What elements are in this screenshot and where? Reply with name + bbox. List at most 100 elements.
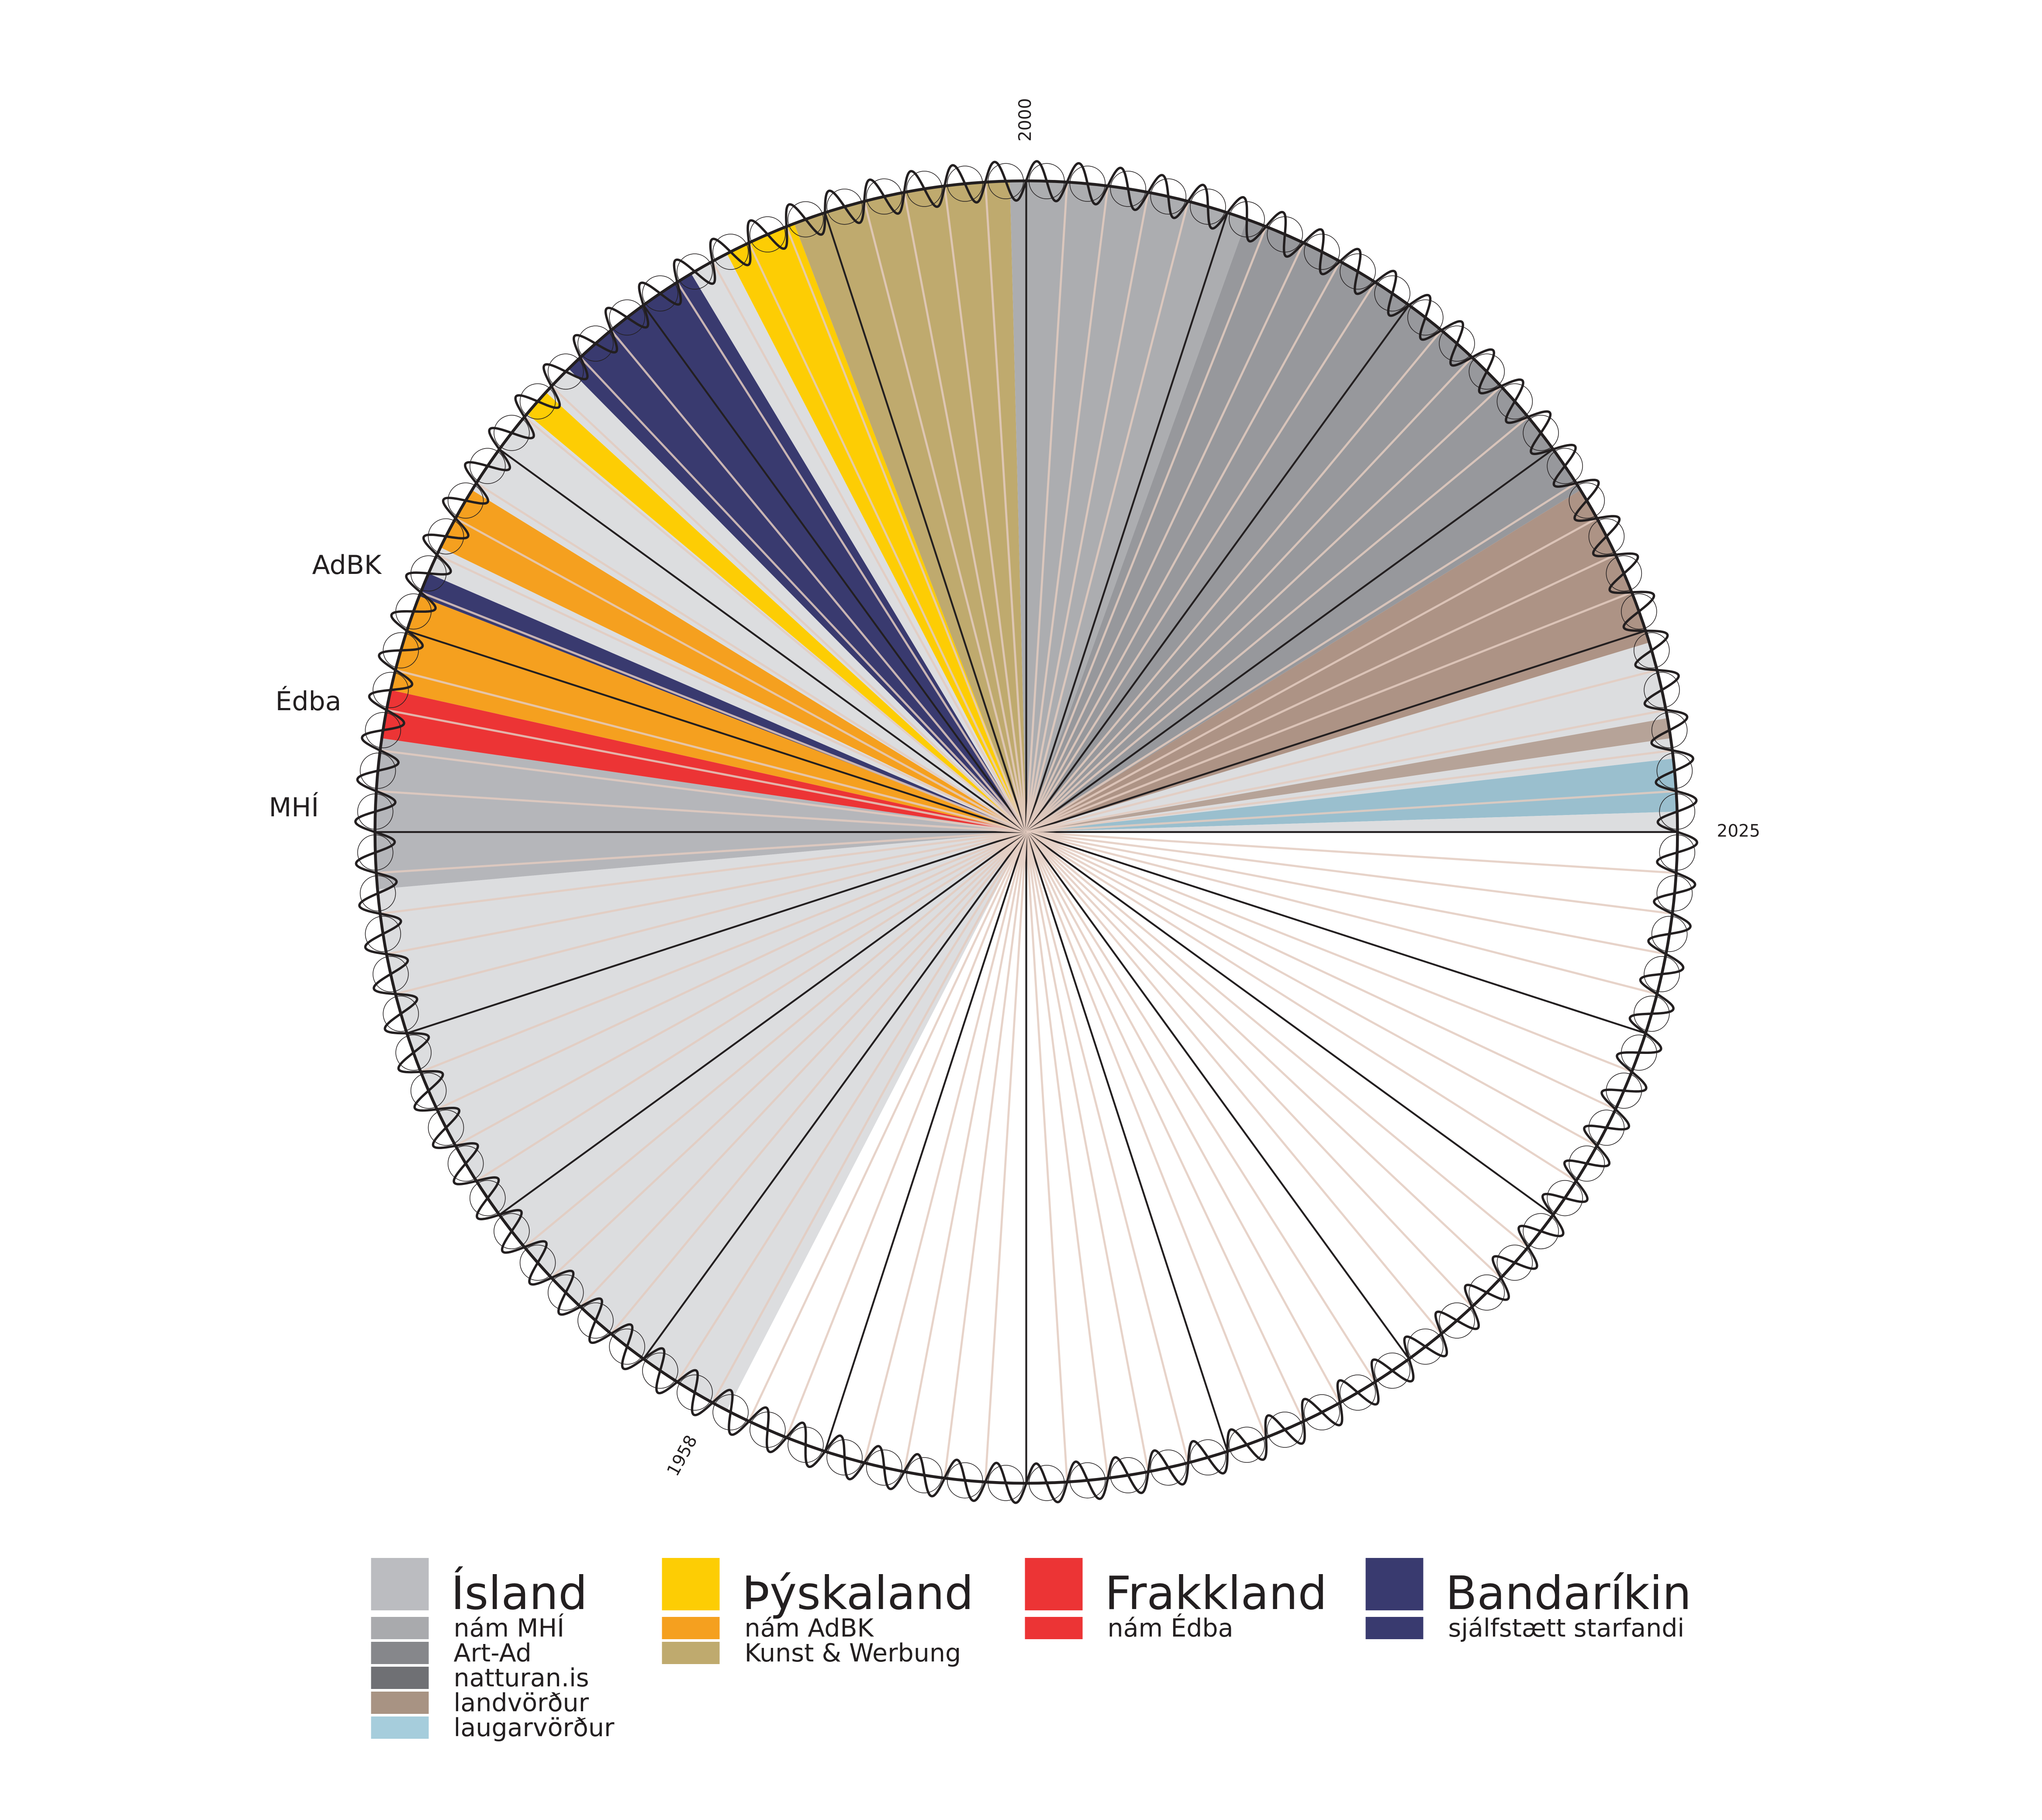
year-spoke (524, 831, 1027, 1248)
year-spoke (395, 831, 1027, 995)
legend-title: Ísland (451, 1566, 587, 1620)
year-ring (1374, 1352, 1410, 1389)
year-ring (1190, 1439, 1226, 1476)
legend-item-swatch (1025, 1617, 1083, 1639)
year-ring (1569, 1145, 1605, 1182)
major-year-spoke (1025, 304, 1410, 833)
year-ring (1267, 1412, 1303, 1448)
year-spoke (1026, 709, 1666, 833)
year-ring (1407, 299, 1444, 336)
year-ring (470, 1180, 506, 1216)
year-spoke (580, 356, 1027, 833)
side-label: AdBK (312, 550, 382, 580)
year-spoke (676, 281, 1027, 833)
major-year-spoke (1026, 831, 1554, 1216)
legend-item-swatch (371, 1692, 429, 1714)
legend-swatch (662, 1558, 720, 1610)
year-ring (1651, 712, 1688, 749)
legend-swatch (1365, 1558, 1424, 1610)
year-spoke (1025, 831, 1305, 1422)
year-spoke (1026, 482, 1577, 833)
year-ring (1110, 171, 1146, 207)
year-ring (359, 875, 396, 912)
year-ring (359, 753, 396, 789)
year-spoke (1025, 182, 1068, 832)
year-spoke (1026, 517, 1598, 833)
year-spoke (1025, 385, 1502, 833)
segment-þýskaland (527, 392, 1026, 832)
year-ring (712, 1394, 749, 1430)
year-spoke (1025, 831, 1473, 1308)
year-ring (712, 234, 749, 270)
year-spoke (1026, 831, 1577, 1182)
year-ring (428, 1109, 464, 1146)
legend-item-swatch (371, 1716, 429, 1739)
year-label: 2025 (1717, 822, 1760, 841)
spokes-layer (375, 181, 1678, 1483)
year-ring (947, 166, 983, 202)
year-spoke (1025, 831, 1442, 1335)
year-spoke (1026, 831, 1658, 995)
year-ring (1029, 163, 1065, 199)
major-year-spoke (1025, 832, 1229, 1452)
year-ring (494, 1213, 530, 1250)
year-spoke (748, 831, 1027, 1422)
year-ring (357, 793, 394, 830)
year-ring (428, 518, 464, 555)
year-ring (1644, 672, 1680, 708)
year-ring (494, 414, 530, 451)
year-ring (547, 1274, 584, 1311)
year-spoke (1025, 201, 1189, 832)
legend-title: Frakkland (1105, 1567, 1327, 1620)
year-ring (1656, 753, 1693, 789)
year-spoke (436, 553, 1027, 833)
year-ring (1569, 482, 1605, 519)
year-ring (1340, 1374, 1376, 1411)
legend-swatch (371, 1558, 429, 1610)
year-spoke (1026, 831, 1598, 1147)
year-spoke (1025, 832, 1189, 1463)
segment-nám-adbk (440, 490, 1026, 832)
side-label: MHÍ (269, 791, 319, 823)
year-ring (365, 712, 401, 749)
year-ring (1439, 325, 1475, 362)
major-year-spoke (406, 630, 1027, 833)
year-ring (642, 1352, 678, 1389)
year-ring (1150, 178, 1187, 215)
year-spoke (1025, 242, 1305, 833)
segment-kunst-werbung (794, 181, 1026, 832)
year-ring (547, 353, 584, 390)
segment-ísland (691, 253, 1026, 832)
segment-sjálfstætt-starfandi (419, 573, 1026, 832)
year-ring (1468, 1274, 1505, 1311)
major-year-spoke (1025, 831, 1410, 1360)
year-ring (1029, 1465, 1065, 1501)
year-ring (1374, 275, 1410, 312)
year-ring (988, 163, 1024, 199)
year-ring (357, 834, 394, 871)
year-spoke (903, 832, 1027, 1472)
legend-item-label: natturan.is (454, 1664, 589, 1692)
year-spoke (1026, 591, 1632, 833)
rim-layer (354, 160, 1699, 1504)
year-spoke (943, 832, 1027, 1478)
year-spoke (1026, 831, 1616, 1111)
year-ring (1621, 593, 1657, 630)
year-ring (1069, 166, 1106, 202)
year-ring (1547, 448, 1583, 484)
year-ring (1659, 793, 1696, 830)
major-year-spoke (824, 832, 1027, 1452)
legend-item-swatch (371, 1667, 429, 1689)
major-year-spoke (499, 831, 1027, 1216)
major-year-spoke (1026, 831, 1646, 1034)
legend-item-swatch (371, 1642, 429, 1664)
year-ring (470, 448, 506, 484)
year-spoke (380, 749, 1026, 833)
year-spoke (984, 182, 1027, 832)
year-spoke (610, 831, 1027, 1335)
year-ring (373, 672, 409, 708)
year-spoke (1025, 186, 1109, 832)
